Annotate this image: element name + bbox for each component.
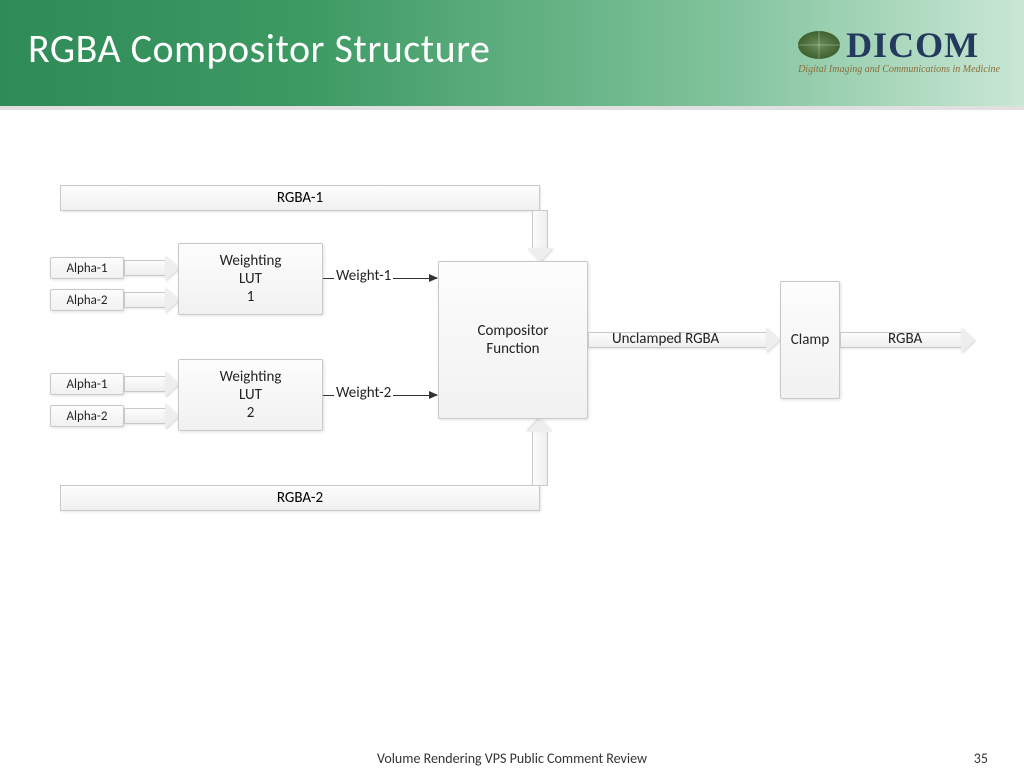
flowchart: RGBA-1 RGBA-2 Alpha-1 Alpha-2 Alpha-1 Al… (40, 165, 990, 545)
bus-rgba2-label: RGBA-2 (277, 489, 323, 507)
box-clamp: Clamp (780, 281, 840, 399)
box-compositor: Compositor Function (438, 261, 588, 419)
globe-icon (798, 31, 840, 59)
arrow-alpha1a-icon (124, 255, 179, 281)
label-weight1: Weight-1 (334, 267, 393, 285)
bus-rgba2: RGBA-2 (60, 485, 540, 511)
slide: RGBA Compositor Structure DICOM Digital … (0, 0, 1024, 768)
box-lut2: Weighting LUT 2 (178, 359, 323, 431)
logo-tagline: Digital Imaging and Communications in Me… (798, 64, 1000, 75)
page-title: RGBA Compositor Structure (28, 24, 490, 73)
page-number: 35 (974, 750, 988, 767)
tag-alpha1a: Alpha-1 (50, 257, 124, 279)
arrow-alpha2b-icon (124, 403, 179, 429)
arrow-rgba1-down-icon (527, 210, 553, 262)
footer-caption: Volume Rendering VPS Public Comment Revi… (0, 750, 1024, 767)
brand-logo: DICOM Digital Imaging and Communications… (798, 24, 1000, 75)
arrow-alpha1b-icon (124, 371, 179, 397)
logo-text: DICOM (846, 24, 979, 66)
label-weight2: Weight-2 (334, 384, 393, 402)
tag-alpha2b: Alpha-2 (50, 405, 124, 427)
box-lut1: Weighting LUT 1 (178, 243, 323, 315)
tag-alpha2a: Alpha-2 (50, 289, 124, 311)
bus-rgba1: RGBA-1 (60, 185, 540, 211)
arrow-alpha2a-icon (124, 287, 179, 313)
label-unclamped: Unclamped RGBA (610, 330, 721, 348)
title-bar: RGBA Compositor Structure DICOM Digital … (0, 0, 1024, 110)
label-rgba-out: RGBA (886, 330, 924, 348)
logo-wordmark: DICOM (798, 24, 1000, 66)
tag-alpha1b: Alpha-1 (50, 373, 124, 395)
bus-rgba1-label: RGBA-1 (277, 189, 323, 207)
arrow-rgba2-up-icon (527, 418, 553, 486)
